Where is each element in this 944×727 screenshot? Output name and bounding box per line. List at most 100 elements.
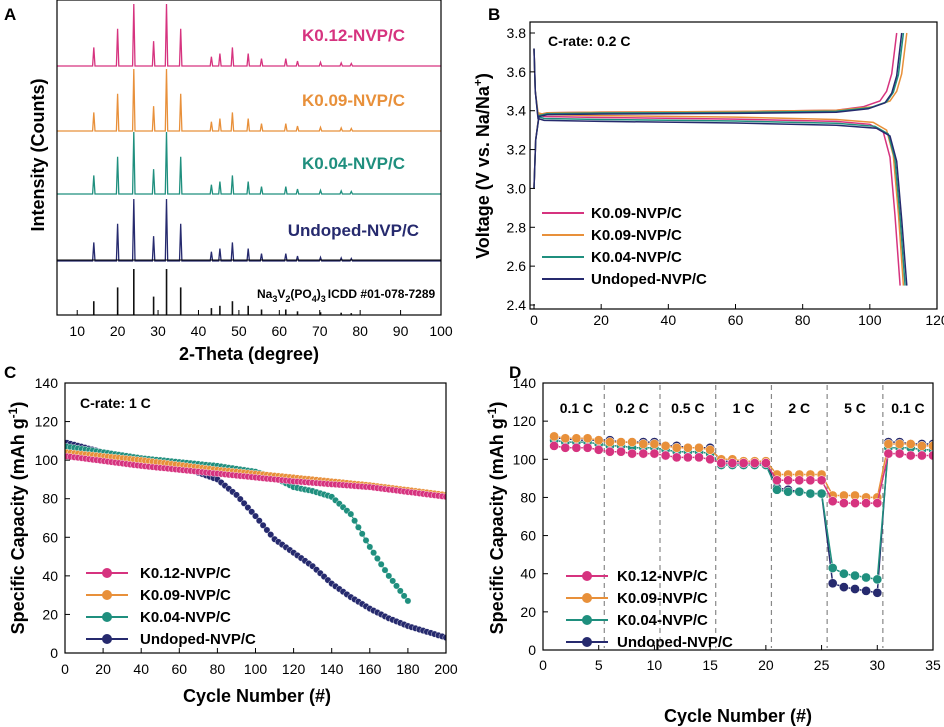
rate-point bbox=[872, 498, 883, 508]
d-x-tick-label: 35 bbox=[925, 657, 941, 673]
rate-label: 0.1 C bbox=[891, 400, 924, 416]
d-x-tick-label: 15 bbox=[702, 657, 718, 673]
rate-point bbox=[571, 442, 582, 453]
rate-label: 5 C bbox=[844, 400, 866, 416]
xrd-pattern-line bbox=[57, 68, 441, 132]
panel-letter-d: D bbox=[509, 363, 521, 382]
b-y-tick-label: 3.2 bbox=[507, 142, 527, 158]
cycling-point bbox=[236, 495, 244, 503]
rate-label: 0.2 C bbox=[615, 400, 648, 416]
cycling-point bbox=[263, 526, 271, 534]
b-y-tick-label: 3.4 bbox=[507, 103, 527, 119]
b-x-tick-label: 100 bbox=[858, 312, 882, 328]
cycling-point bbox=[370, 549, 377, 557]
xrd-label-k004: K0.04-NVP/C bbox=[302, 154, 405, 173]
b-x-tick-label: 0 bbox=[530, 312, 538, 328]
rate-point bbox=[772, 475, 782, 486]
rate-point bbox=[872, 587, 883, 598]
cycling-point bbox=[404, 597, 412, 605]
x-axis-title-a: 2-Theta (degree) bbox=[179, 344, 319, 364]
a-x-tick-label: 10 bbox=[69, 323, 85, 339]
rate-point bbox=[638, 448, 649, 459]
d-x-tick-label: 5 bbox=[595, 657, 603, 673]
legend-b: K0.09-NVP/C K0.09-NVP/C K0.04-NVP/C Undoped… bbox=[542, 205, 707, 288]
xrd-pattern-line bbox=[57, 3, 441, 67]
rate-point bbox=[738, 458, 749, 468]
legend-label: K0.12-NVP/C bbox=[140, 565, 231, 582]
a-x-tick-label: 100 bbox=[429, 323, 453, 339]
d-y-tick-label: 60 bbox=[520, 528, 536, 544]
cycling-point bbox=[248, 508, 256, 516]
discharge-curve bbox=[533, 48, 901, 286]
c-x-tick-label: 20 bbox=[95, 661, 111, 677]
rate-point bbox=[705, 444, 715, 455]
d-x-tick-label: 0 bbox=[539, 657, 547, 673]
y-axis-title-c: Specific Capacity (mAh g-1) bbox=[6, 402, 28, 635]
cycling-point bbox=[389, 577, 397, 585]
x-axis-title-c: Cycle Number (#) bbox=[183, 686, 331, 706]
rate-point bbox=[827, 496, 838, 507]
a-x-tick-label: 30 bbox=[150, 323, 166, 339]
axes-d: 0 5 10 15 20 25 30 35 0 20 40 60 80 100 120 140 bbox=[513, 375, 941, 673]
discharge-curve bbox=[533, 48, 906, 286]
rate-point bbox=[850, 570, 860, 581]
c-y-tick-label: 140 bbox=[35, 375, 59, 391]
rate-capability-curves bbox=[549, 431, 933, 598]
panel-letter-a: A bbox=[4, 5, 16, 24]
charge-discharge-curves bbox=[533, 32, 908, 286]
legend-marker bbox=[582, 637, 592, 647]
b-x-tick-label: 60 bbox=[728, 312, 744, 328]
legend-label: K0.09-NVP/C bbox=[617, 590, 708, 607]
panel-b: B 0 20 40 60 80 100 120 2.4 2.6 2.8 3.0 3.2 3.4 3.6 3.… bbox=[471, 5, 944, 328]
rate-point bbox=[683, 452, 693, 463]
rate-point bbox=[761, 458, 771, 468]
plot-frame-d bbox=[542, 382, 934, 651]
c-y-tick-label: 80 bbox=[42, 491, 58, 507]
cycling-point bbox=[377, 560, 385, 568]
d-y-tick-label: 100 bbox=[513, 451, 537, 467]
rate-point bbox=[850, 584, 860, 594]
legend-label: K0.12-NVP/C bbox=[617, 568, 708, 585]
c-x-tick-label: 140 bbox=[320, 661, 344, 677]
c-y-tick-label: 40 bbox=[42, 568, 58, 584]
panel-c: C 0 20 40 60 80 100 120 140 160 180 200 0 20 40 60 80 10… bbox=[4, 363, 458, 706]
rate-point bbox=[694, 452, 704, 463]
c-x-tick-label: 160 bbox=[358, 661, 382, 677]
cycling-point bbox=[362, 537, 370, 544]
legend-c: K0.12-NVP/C K0.09-NVP/C K0.04-NVP/C Undoped… bbox=[86, 565, 256, 648]
legend-d: K0.12-NVP/C K0.09-NVP/C K0.04-NVP/C Undoped… bbox=[566, 568, 733, 651]
rate-point bbox=[582, 442, 593, 453]
c-y-tick-label: 20 bbox=[42, 606, 58, 622]
c-x-tick-label: 180 bbox=[396, 661, 420, 677]
plot-frame-b bbox=[529, 21, 938, 310]
plot-frame-a bbox=[56, 0, 442, 316]
a-x-tick-label: 70 bbox=[312, 323, 328, 339]
reference-pattern-label: Na3V2(PO4)3 ICDD #01-078-7289 bbox=[257, 287, 435, 304]
rate-point bbox=[660, 450, 671, 461]
rate-point bbox=[928, 441, 933, 451]
cycling-point bbox=[255, 517, 263, 525]
a-x-tick-label: 90 bbox=[393, 323, 409, 339]
rate-point bbox=[905, 439, 916, 449]
d-y-tick-label: 20 bbox=[520, 604, 536, 620]
legend-marker bbox=[102, 590, 112, 600]
cycling-point bbox=[366, 543, 374, 551]
legend-marker bbox=[582, 571, 592, 581]
cycling-point bbox=[244, 504, 252, 511]
rate-point bbox=[816, 475, 827, 486]
d-y-tick-label: 0 bbox=[528, 642, 536, 658]
b-x-tick-label: 120 bbox=[925, 312, 944, 328]
rate-point bbox=[560, 433, 571, 444]
d-x-tick-label: 25 bbox=[814, 657, 830, 673]
b-y-tick-label: 3.6 bbox=[507, 64, 527, 80]
rate-point bbox=[794, 486, 805, 497]
b-y-tick-label: 2.4 bbox=[507, 297, 527, 313]
d-x-tick-label: 10 bbox=[647, 657, 663, 673]
rate-point bbox=[917, 441, 927, 451]
panel-d: D 0 5 10 15 20 25 30 35 0 20 40 60 80 100 120 140 0.1 C… bbox=[485, 363, 941, 726]
legend-label: K0.04-NVP/C bbox=[591, 249, 682, 266]
rate-point bbox=[549, 431, 559, 442]
rate-point bbox=[861, 572, 871, 583]
rate-point bbox=[861, 586, 871, 596]
c-y-tick-label: 60 bbox=[42, 529, 58, 545]
